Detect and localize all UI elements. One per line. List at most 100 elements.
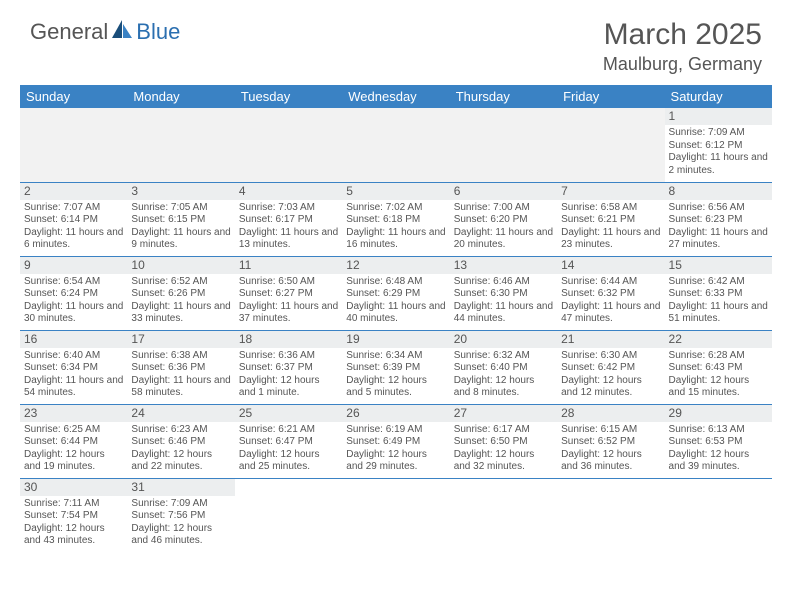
calendar-body: 1Sunrise: 7:09 AMSunset: 6:12 PMDaylight… [20,108,772,552]
sunrise-text: Sunrise: 6:32 AM [454,350,553,363]
sunrise-text: Sunrise: 6:28 AM [669,350,768,363]
sunrise-text: Sunrise: 6:54 AM [24,276,123,289]
weekday-header: Friday [557,85,664,108]
calendar-week-row: 9Sunrise: 6:54 AMSunset: 6:24 PMDaylight… [20,256,772,330]
day-number: 23 [20,405,127,422]
sunrise-text: Sunrise: 6:46 AM [454,276,553,289]
calendar-day-cell: 17Sunrise: 6:38 AMSunset: 6:36 PMDayligh… [127,330,234,404]
sunset-text: Sunset: 6:17 PM [239,214,338,227]
sunrise-text: Sunrise: 7:09 AM [131,498,230,511]
sunset-text: Sunset: 6:47 PM [239,436,338,449]
calendar-day-cell [20,108,127,182]
day-number: 21 [557,331,664,348]
day-number: 1 [665,108,772,125]
sunrise-text: Sunrise: 6:23 AM [131,424,230,437]
sunset-text: Sunset: 6:24 PM [24,288,123,301]
sunset-text: Sunset: 6:21 PM [561,214,660,227]
sunset-text: Sunset: 6:27 PM [239,288,338,301]
daylight-text: Daylight: 11 hours and 6 minutes. [24,227,123,252]
daylight-text: Daylight: 11 hours and 58 minutes. [131,375,230,400]
daylight-text: Daylight: 11 hours and 51 minutes. [669,301,768,326]
daylight-text: Daylight: 12 hours and 1 minute. [239,375,338,400]
sunset-text: Sunset: 6:14 PM [24,214,123,227]
sunset-text: Sunset: 6:50 PM [454,436,553,449]
day-number: 22 [665,331,772,348]
sunrise-text: Sunrise: 6:52 AM [131,276,230,289]
calendar-week-row: 23Sunrise: 6:25 AMSunset: 6:44 PMDayligh… [20,404,772,478]
sunset-text: Sunset: 6:44 PM [24,436,123,449]
calendar-day-cell: 22Sunrise: 6:28 AMSunset: 6:43 PMDayligh… [665,330,772,404]
day-number: 11 [235,257,342,274]
daylight-text: Daylight: 11 hours and 9 minutes. [131,227,230,252]
header: General Blue March 2025 Maulburg, German… [0,0,792,85]
calendar-day-cell: 27Sunrise: 6:17 AMSunset: 6:50 PMDayligh… [450,404,557,478]
sunset-text: Sunset: 6:30 PM [454,288,553,301]
sunset-text: Sunset: 6:29 PM [346,288,445,301]
calendar-day-cell: 15Sunrise: 6:42 AMSunset: 6:33 PMDayligh… [665,256,772,330]
weekday-header: Tuesday [235,85,342,108]
daylight-text: Daylight: 12 hours and 5 minutes. [346,375,445,400]
sunrise-text: Sunrise: 6:38 AM [131,350,230,363]
calendar-day-cell: 23Sunrise: 6:25 AMSunset: 6:44 PMDayligh… [20,404,127,478]
calendar-week-row: 16Sunrise: 6:40 AMSunset: 6:34 PMDayligh… [20,330,772,404]
calendar-table: SundayMondayTuesdayWednesdayThursdayFrid… [20,85,772,552]
day-number: 9 [20,257,127,274]
sunset-text: Sunset: 7:56 PM [131,510,230,523]
daylight-text: Daylight: 12 hours and 19 minutes. [24,449,123,474]
calendar-day-cell: 11Sunrise: 6:50 AMSunset: 6:27 PMDayligh… [235,256,342,330]
day-number: 10 [127,257,234,274]
sunrise-text: Sunrise: 6:21 AM [239,424,338,437]
sunset-text: Sunset: 6:20 PM [454,214,553,227]
sunrise-text: Sunrise: 6:58 AM [561,202,660,215]
day-number: 5 [342,183,449,200]
sunset-text: Sunset: 6:33 PM [669,288,768,301]
sunset-text: Sunset: 6:18 PM [346,214,445,227]
daylight-text: Daylight: 12 hours and 29 minutes. [346,449,445,474]
sunrise-text: Sunrise: 6:13 AM [669,424,768,437]
daylight-text: Daylight: 11 hours and 13 minutes. [239,227,338,252]
sunset-text: Sunset: 6:37 PM [239,362,338,375]
day-number: 16 [20,331,127,348]
calendar-day-cell: 19Sunrise: 6:34 AMSunset: 6:39 PMDayligh… [342,330,449,404]
calendar-day-cell [450,108,557,182]
sunset-text: Sunset: 6:34 PM [24,362,123,375]
daylight-text: Daylight: 11 hours and 47 minutes. [561,301,660,326]
sunrise-text: Sunrise: 6:17 AM [454,424,553,437]
calendar-day-cell [235,478,342,552]
calendar-day-cell: 10Sunrise: 6:52 AMSunset: 6:26 PMDayligh… [127,256,234,330]
calendar-day-cell: 24Sunrise: 6:23 AMSunset: 6:46 PMDayligh… [127,404,234,478]
weekday-header: Wednesday [342,85,449,108]
location-label: Maulburg, Germany [603,54,762,75]
calendar-day-cell: 21Sunrise: 6:30 AMSunset: 6:42 PMDayligh… [557,330,664,404]
day-number: 31 [127,479,234,496]
sunrise-text: Sunrise: 7:05 AM [131,202,230,215]
sunrise-text: Sunrise: 6:42 AM [669,276,768,289]
sunrise-text: Sunrise: 7:11 AM [24,498,123,511]
logo-text-1: General [30,19,108,45]
sunrise-text: Sunrise: 7:03 AM [239,202,338,215]
logo-text-2: Blue [136,19,180,45]
sunset-text: Sunset: 6:36 PM [131,362,230,375]
daylight-text: Daylight: 11 hours and 33 minutes. [131,301,230,326]
weekday-header: Sunday [20,85,127,108]
daylight-text: Daylight: 12 hours and 46 minutes. [131,523,230,548]
daylight-text: Daylight: 11 hours and 2 minutes. [669,152,768,177]
day-number: 4 [235,183,342,200]
calendar-day-cell: 29Sunrise: 6:13 AMSunset: 6:53 PMDayligh… [665,404,772,478]
day-number: 28 [557,405,664,422]
sunrise-text: Sunrise: 7:00 AM [454,202,553,215]
calendar-day-cell [235,108,342,182]
daylight-text: Daylight: 11 hours and 27 minutes. [669,227,768,252]
sunset-text: Sunset: 6:53 PM [669,436,768,449]
day-number: 30 [20,479,127,496]
sunrise-text: Sunrise: 7:02 AM [346,202,445,215]
sunrise-text: Sunrise: 6:48 AM [346,276,445,289]
title-block: March 2025 Maulburg, Germany [603,18,762,75]
sunrise-text: Sunrise: 6:30 AM [561,350,660,363]
daylight-text: Daylight: 11 hours and 16 minutes. [346,227,445,252]
daylight-text: Daylight: 11 hours and 40 minutes. [346,301,445,326]
day-number: 25 [235,405,342,422]
daylight-text: Daylight: 11 hours and 30 minutes. [24,301,123,326]
calendar-day-cell: 5 Sunrise: 7:02 AMSunset: 6:18 PMDaylight… [342,182,449,256]
calendar-day-cell [557,478,664,552]
